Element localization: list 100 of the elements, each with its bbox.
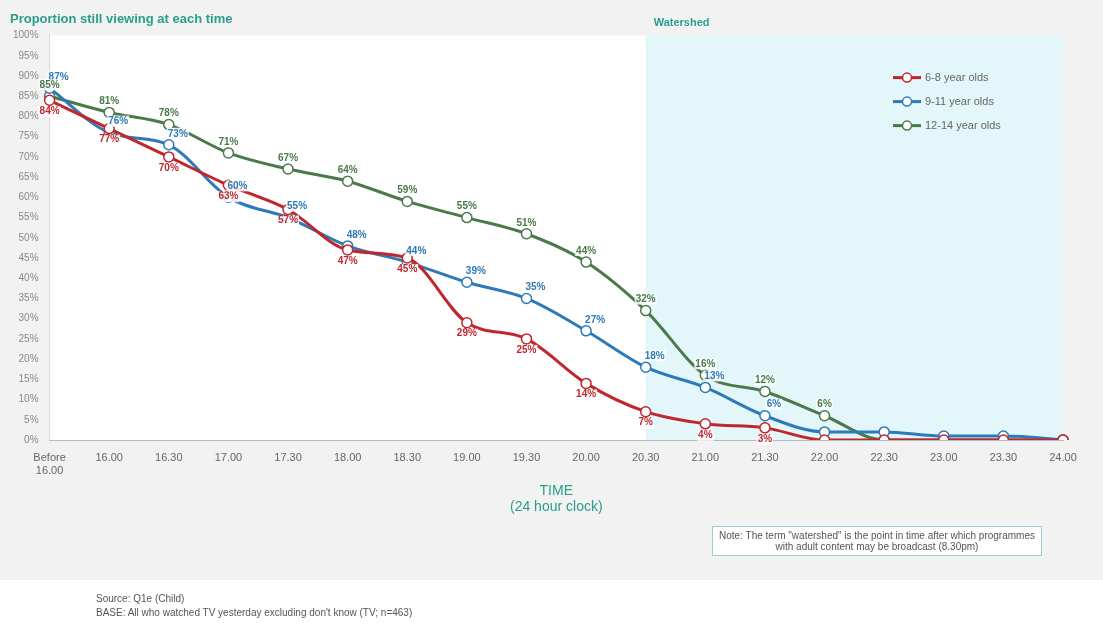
data-label: 64% <box>337 163 358 175</box>
y-tick-label: 15% <box>18 373 39 385</box>
x-axis-title: TIME (24 hour clock) <box>509 481 603 515</box>
data-label: 6% <box>766 398 782 410</box>
y-tick-label: 50% <box>18 231 39 243</box>
y-tick-label: 25% <box>18 332 39 344</box>
point <box>580 256 592 268</box>
point <box>461 316 473 329</box>
data-label: 57% <box>278 214 299 226</box>
point <box>580 325 592 337</box>
point <box>163 151 175 163</box>
y-tick-label: 20% <box>18 352 39 364</box>
data-label: 44% <box>576 244 597 256</box>
y-tick-label: 60% <box>18 191 39 203</box>
data-label: 73% <box>167 127 188 139</box>
y-tick-label: 90% <box>18 69 39 81</box>
data-label: 48% <box>346 228 367 240</box>
data-label: 16% <box>695 358 716 370</box>
data-label: 3% <box>757 432 773 444</box>
x-tick-label: 23.00 <box>930 450 958 463</box>
x-tick-label: 21.00 <box>691 450 720 463</box>
y-tick-label: 0% <box>24 433 39 445</box>
data-label: 67% <box>278 151 299 163</box>
data-label: 84% <box>39 105 60 117</box>
data-label: 63% <box>218 189 239 201</box>
chart-title: Proportion still viewing at each time <box>10 11 233 27</box>
y-tick-label: 100% <box>13 29 39 41</box>
point <box>401 195 414 208</box>
data-label: 12% <box>754 374 776 386</box>
y-tick-label: 5% <box>24 413 39 425</box>
point <box>520 292 533 305</box>
data-label: 44% <box>406 244 427 256</box>
y-tick-label: 45% <box>18 251 39 263</box>
point <box>341 175 354 187</box>
data-label: 55% <box>287 200 308 212</box>
data-label: 45% <box>397 262 418 274</box>
point <box>520 333 533 345</box>
point <box>699 381 712 394</box>
y-tick-label: 75% <box>18 130 39 142</box>
x-tick-label: 24.00 <box>1049 450 1077 463</box>
data-label: 39% <box>465 265 486 277</box>
y-tick-label: 35% <box>18 292 39 304</box>
point <box>639 304 652 317</box>
data-label: 59% <box>397 184 418 196</box>
x-tick-label: 19.30 <box>512 450 541 463</box>
data-label: 87% <box>48 70 69 82</box>
x-tick-label: 16.00 <box>95 450 123 463</box>
x-tick-label: 22.00 <box>810 450 839 463</box>
data-label: 70% <box>158 161 179 173</box>
x-tick-label: Before 16.00 <box>33 450 66 476</box>
y-tick-label: 55% <box>18 211 39 223</box>
y-tick-label: 70% <box>18 150 39 162</box>
data-label: 60% <box>227 180 248 192</box>
x-tick-label: 18.30 <box>393 450 422 463</box>
text: Note: The term "watershed" is the point in time after which programmes with adult content may be broadcast (8.30pm) <box>712 526 1042 556</box>
data-label: 55% <box>456 200 477 212</box>
data-label: 29% <box>456 327 477 339</box>
x-tick-label: 20.00 <box>572 450 600 463</box>
x-tick-label: 21.30 <box>751 450 779 463</box>
point <box>759 409 771 422</box>
data-label: 4% <box>698 428 713 440</box>
data-label: 71% <box>218 135 239 147</box>
data-label: 47% <box>337 254 358 266</box>
x-tick-label: 18.00 <box>333 450 362 463</box>
data-label: 35% <box>525 281 546 293</box>
x-tick-label: 17.00 <box>214 450 243 463</box>
y-tick-label: 95% <box>18 49 39 61</box>
point <box>759 422 771 434</box>
data-label: 14% <box>576 388 597 400</box>
y-tick-label: 65% <box>18 170 39 182</box>
data-label: 78% <box>158 107 179 119</box>
point <box>461 211 473 224</box>
legend-label: 12-14 year olds <box>925 118 1002 131</box>
point <box>639 361 652 373</box>
data-label: 76% <box>108 115 129 127</box>
x-tick-label: 23.30 <box>989 450 1018 463</box>
point <box>163 118 175 131</box>
x-tick-label: 16.30 <box>155 450 183 463</box>
data-label: 13% <box>704 370 725 382</box>
data-label: 27% <box>585 313 606 325</box>
data-label: 18% <box>644 349 665 361</box>
y-tick-label: 40% <box>18 271 39 283</box>
point <box>43 94 56 107</box>
text: BASE: All who watched TV yesterday excluding don't know (TV; n=463) <box>96 606 413 620</box>
y-tick-label: 80% <box>18 110 39 122</box>
legend-label: 9-11 year olds <box>925 94 995 107</box>
point <box>282 163 294 175</box>
point <box>163 139 175 151</box>
point <box>818 409 831 422</box>
data-label: 25% <box>516 343 537 355</box>
point <box>759 385 771 398</box>
y-tick-label: 85% <box>18 90 39 102</box>
data-label: 81% <box>99 95 120 107</box>
data-label: 7% <box>638 416 654 428</box>
y-tick-label: 30% <box>18 312 39 324</box>
data-label: 77% <box>99 133 120 145</box>
source-note: Source: Q1e (Child) <box>96 592 186 606</box>
legend-label: 6-8 year olds <box>925 70 990 83</box>
data-label: 6% <box>817 398 832 410</box>
point <box>580 377 592 390</box>
